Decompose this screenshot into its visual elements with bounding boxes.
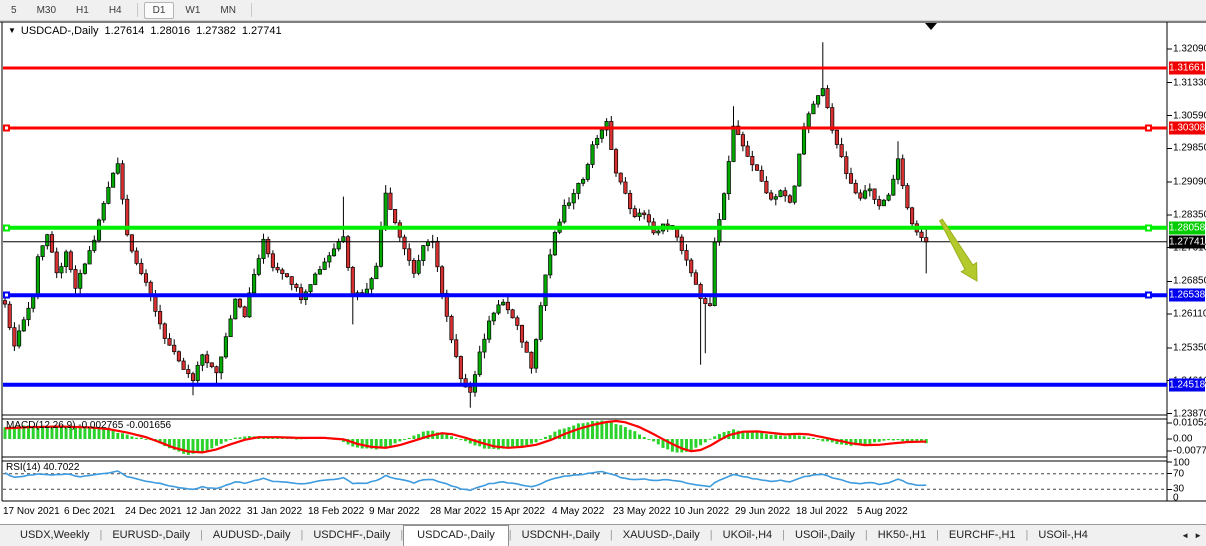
macd-name: MACD(12,26,9) <box>6 420 76 431</box>
timeframe-button-mn[interactable]: MN <box>220 4 236 16</box>
rsi-tick-label: 70 <box>1173 468 1185 480</box>
price-tick-label: 1.28350 <box>1173 209 1206 221</box>
tab-separator: | <box>864 529 868 541</box>
timeframe-toolbar: 5 M30 H1 H4 D1 W1 MN <box>0 0 1206 21</box>
rsi-tick-label: 100 <box>1173 457 1190 469</box>
tab-separator: | <box>709 529 713 541</box>
horizontal-line-objects[interactable] <box>3 66 1167 387</box>
price-axis[interactable]: 1.32090 1.31330 1.30590 1.29850 1.29090 1.283… <box>0 0 1206 524</box>
tab-separator: | <box>99 529 103 541</box>
time-axis-label: 5 Aug 2022 <box>857 506 908 517</box>
tab-separator: | <box>782 529 785 541</box>
rsi-tick-label: 30 <box>1173 483 1185 495</box>
quote-high: 1.28016 <box>150 25 191 37</box>
timeframe-button-m30[interactable]: M30 <box>36 4 57 16</box>
quote-close: 1.27741 <box>241 25 282 37</box>
rsi-indicator <box>3 470 1167 492</box>
tab-usdchf-daily[interactable]: USDCHF-,Daily <box>313 529 391 541</box>
timeframe-button-5[interactable]: 5 <box>11 4 17 16</box>
time-axis-label: 17 Nov 2021 <box>3 506 60 517</box>
time-axis-label: 10 Jun 2022 <box>674 506 730 517</box>
tab-separator: | <box>400 529 404 541</box>
price-badge: 1.24518 <box>1169 378 1206 392</box>
tab-separator: | <box>508 529 512 541</box>
tab-audusd-daily[interactable]: AUDUSD-,Daily <box>212 529 291 541</box>
tab-usoil-daily[interactable]: USOil-,Daily <box>795 529 855 541</box>
top-marker-icon[interactable] <box>925 23 937 30</box>
tab-separator: | <box>936 529 939 541</box>
macd-tick-label: 0.01052 <box>1173 417 1206 429</box>
price-badge: 1.30308 <box>1169 121 1206 135</box>
price-tick-label: 1.26110 <box>1173 308 1206 320</box>
macd-indicator <box>3 419 928 455</box>
tab-separator: | <box>199 529 203 541</box>
tab-scroll-arrows[interactable]: ◄ ► <box>1176 531 1202 540</box>
time-axis-label: 29 Jun 2022 <box>735 506 791 517</box>
tab-scroll-left-icon[interactable]: ◄ <box>1181 531 1190 540</box>
price-badge: 1.27741 <box>1169 235 1206 249</box>
tab-eurusd-daily[interactable]: EURUSD-,Daily <box>112 529 190 541</box>
rsi-indicator-label: RSI(14) 40.7022 <box>6 462 79 473</box>
time-axis-label: 4 May 2022 <box>552 506 605 517</box>
time-axis-label: 6 Dec 2021 <box>64 506 116 517</box>
tab-hk50-h1[interactable]: HK50-,H1 <box>877 529 927 541</box>
time-axis-label: 18 Jul 2022 <box>796 506 848 517</box>
time-axis-label: 23 May 2022 <box>613 506 671 517</box>
price-badge: 1.31661 <box>1169 61 1206 75</box>
tab-separator: | <box>609 529 613 541</box>
timeframe-button-h4[interactable]: H4 <box>108 4 122 16</box>
tab-usdcnh-daily[interactable]: USDCNH-,Daily <box>521 529 600 541</box>
price-tick-label: 1.29090 <box>1173 176 1206 188</box>
timeframe-button-w1[interactable]: W1 <box>185 4 201 16</box>
time-axis-label: 31 Jan 2022 <box>247 506 303 517</box>
macd-tick-label: 0.00 <box>1173 433 1193 445</box>
price-tick-label: 1.25350 <box>1173 342 1206 354</box>
chart-tab-bar: USDX,Weekly | EURUSD-,Daily | AUDUSD-,Daily |… <box>0 524 1206 546</box>
chart-header: ▼ USDCAD-,Daily 1.27614 1.28016 1.27382 1.277… <box>8 25 282 37</box>
price-tick-label: 1.31330 <box>1173 77 1206 89</box>
price-tick-label: 1.32090 <box>1173 43 1206 55</box>
trend-arrow-annotation[interactable] <box>939 218 978 282</box>
macd-tick-label: -0.00774 <box>1173 445 1206 457</box>
timeframe-button-h1[interactable]: H1 <box>76 4 89 16</box>
time-axis-label: 28 Mar 2022 <box>430 506 487 517</box>
quote-open: 1.27614 <box>104 25 145 37</box>
tab-usoil-h4[interactable]: USOil-,H4 <box>1038 529 1088 541</box>
tab-usdcad-daily[interactable]: USDCAD-,Daily <box>403 525 509 546</box>
quote-low: 1.27382 <box>196 25 236 37</box>
time-axis-label: 24 Dec 2021 <box>125 506 182 517</box>
price-tick-label: 1.26850 <box>1173 275 1206 287</box>
tab-xauusd-daily[interactable]: XAUUSD-,Daily <box>622 529 700 541</box>
time-axis-label: 9 Mar 2022 <box>369 506 420 517</box>
timeframe-button-d1[interactable]: D1 <box>143 1 175 19</box>
price-tick-label: 1.29850 <box>1173 142 1206 154</box>
time-axis-label: 15 Apr 2022 <box>491 506 545 517</box>
tab-usdx-weekly[interactable]: USDX,Weekly <box>20 529 90 541</box>
macd-values: -0.002765 -0.001656 <box>78 420 172 431</box>
chart-symbol-label: USDCAD-,Daily <box>20 25 99 37</box>
tab-eurchf-h1[interactable]: EURCHF-,H1 <box>948 529 1016 541</box>
time-axis-label: 12 Jan 2022 <box>186 506 242 517</box>
macd-indicator-label: MACD(12,26,9) -0.002765 -0.001656 <box>6 420 171 431</box>
price-tick-label: 1.23870 <box>1173 408 1206 419</box>
tab-separator: | <box>300 529 304 541</box>
time-axis-label: 18 Feb 2022 <box>308 506 365 517</box>
rsi-tick-label: 0 <box>1173 492 1179 504</box>
price-badge: 1.26538 <box>1169 288 1206 302</box>
price-tick-label: 1.30590 <box>1173 110 1206 121</box>
toolbar-separator <box>136 3 138 17</box>
tab-ukoil-h4[interactable]: UKOil-,H4 <box>722 529 773 541</box>
tab-separator: | <box>1025 529 1029 541</box>
chart-dropdown-triangle-icon: ▼ <box>8 26 16 35</box>
rsi-value: 40.7022 <box>43 462 80 473</box>
rsi-name: RSI(14) <box>6 462 41 473</box>
tab-scroll-right-icon[interactable]: ► <box>1194 531 1202 540</box>
price-badge: 1.28058 <box>1169 221 1206 235</box>
time-axis[interactable]: 17 Nov 2021 6 Dec 2021 24 Dec 2021 12 Jan 2… <box>0 501 1206 524</box>
toolbar-separator <box>250 3 252 17</box>
